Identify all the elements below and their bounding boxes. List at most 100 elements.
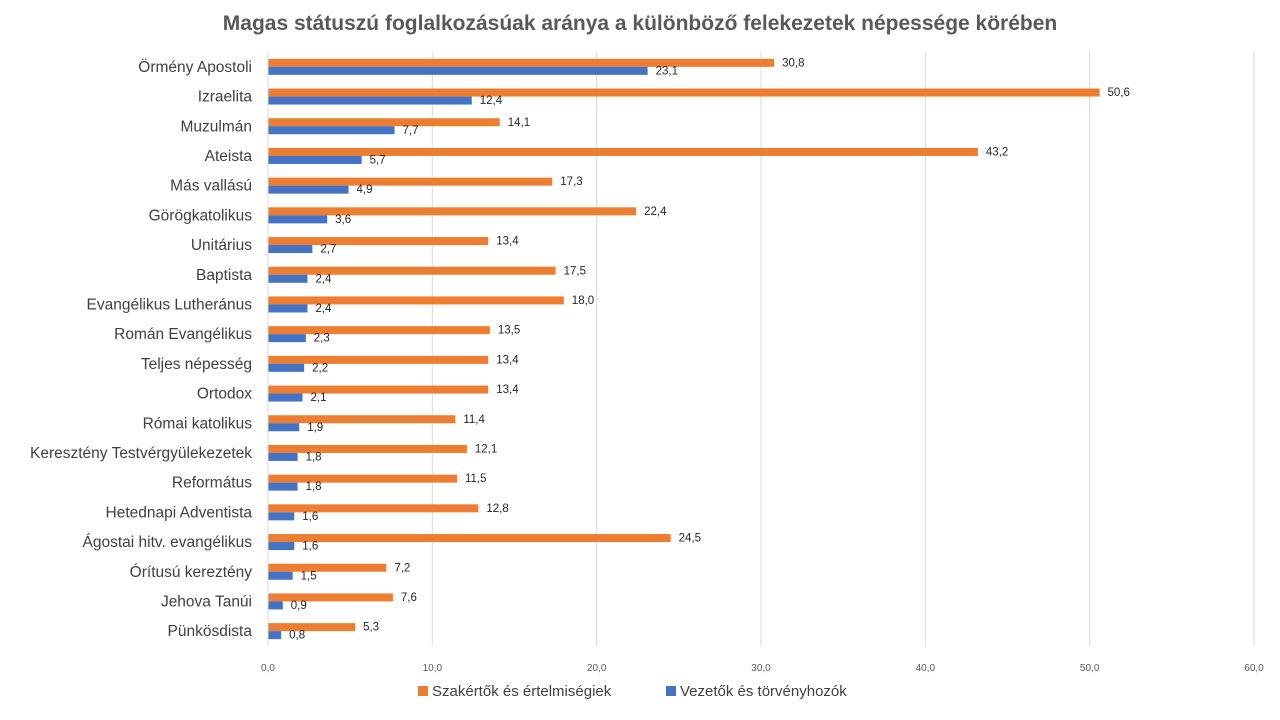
data-label: 1,8 xyxy=(306,451,322,463)
data-label: 1,6 xyxy=(302,511,318,523)
data-label: 13,4 xyxy=(496,384,519,396)
category-label: Teljes népesség xyxy=(141,356,252,373)
bar-vezetok xyxy=(268,334,306,343)
data-label: 17,3 xyxy=(560,176,582,188)
data-label: 22,4 xyxy=(644,206,667,218)
category-label: Keresztény Testvérgyülekezetek xyxy=(30,445,252,462)
category-label: Unitárius xyxy=(191,237,252,254)
category-label: Ortodox xyxy=(197,386,252,403)
bar-szakertok xyxy=(268,207,637,216)
data-label: 5,3 xyxy=(363,622,379,634)
category-label: Izraelita xyxy=(198,89,253,106)
data-label: 12,8 xyxy=(486,503,508,515)
bar-vezetok xyxy=(268,423,300,432)
bar-szakertok xyxy=(268,623,356,632)
data-label: 12,1 xyxy=(475,443,497,455)
bar-vezetok xyxy=(268,66,648,75)
bar-vezetok xyxy=(268,482,298,491)
category-label: Református xyxy=(172,475,252,492)
category-label: Baptista xyxy=(196,267,252,284)
data-label: 18,0 xyxy=(572,295,594,307)
bar-szakertok xyxy=(268,118,500,127)
bar-vezetok xyxy=(268,96,472,105)
data-label: 7,6 xyxy=(401,592,417,604)
data-label: 13,4 xyxy=(496,354,519,366)
bar-szakertok xyxy=(268,415,456,424)
bar-szakertok xyxy=(268,593,393,602)
category-label: Hetednapi Adventista xyxy=(106,504,253,521)
data-label: 5,7 xyxy=(370,154,386,166)
data-label: 24,5 xyxy=(679,533,701,545)
data-label: 2,2 xyxy=(312,362,328,374)
bar-szakertok xyxy=(268,355,489,364)
category-label: Órítusú kereztény xyxy=(130,564,253,581)
data-label: 2,4 xyxy=(315,303,332,315)
data-label: 2,4 xyxy=(315,273,332,285)
legend-swatch xyxy=(666,686,676,696)
bar-szakertok xyxy=(268,177,553,186)
bar-vezetok xyxy=(268,304,308,313)
bar-vezetok xyxy=(268,631,282,640)
category-label: Római katolikus xyxy=(143,415,253,432)
data-label: 2,7 xyxy=(320,244,336,256)
category-label: Görögkatolikus xyxy=(149,207,253,224)
category-label: Örmény Apostoli xyxy=(138,58,252,76)
x-tick-label: 30,0 xyxy=(751,663,771,674)
x-tick-label: 10,0 xyxy=(423,663,443,674)
bar-vezetok xyxy=(268,274,308,283)
bar-vezetok xyxy=(268,245,313,254)
data-label: 7,2 xyxy=(394,562,410,574)
bar-vezetok xyxy=(268,185,349,194)
bar-vezetok xyxy=(268,542,295,551)
data-label: 13,4 xyxy=(496,236,519,248)
bar-szakertok xyxy=(268,563,387,572)
bar-szakertok xyxy=(268,385,489,394)
data-label: 17,5 xyxy=(564,265,586,277)
x-tick-label: 60,0 xyxy=(1244,663,1264,674)
data-label: 13,5 xyxy=(498,325,520,337)
data-label: 1,6 xyxy=(302,541,318,553)
x-tick-label: 0,0 xyxy=(261,663,275,674)
data-label: 50,6 xyxy=(1108,87,1130,99)
data-label: 2,3 xyxy=(314,333,330,345)
x-tick-label: 20,0 xyxy=(587,663,607,674)
data-label: 1,8 xyxy=(306,481,322,493)
bar-szakertok xyxy=(268,444,467,453)
data-label: 11,5 xyxy=(465,473,487,485)
category-label: Ateista xyxy=(205,148,253,165)
data-label: 2,1 xyxy=(311,392,327,404)
bar-vezetok xyxy=(268,155,362,164)
data-label: 43,2 xyxy=(986,146,1008,158)
data-label: 1,5 xyxy=(301,570,317,582)
data-label: 12,4 xyxy=(480,95,503,107)
data-label: 7,7 xyxy=(403,125,419,137)
category-label: Jehova Tanúi xyxy=(161,593,252,610)
data-label: 11,4 xyxy=(463,414,485,426)
legend-label: Szakértők és értelmiségiek xyxy=(432,683,612,700)
bar-szakertok xyxy=(268,237,489,246)
bar-vezetok xyxy=(268,126,395,135)
data-label: 0,9 xyxy=(291,600,307,612)
data-label: 30,8 xyxy=(782,57,804,69)
data-label: 1,9 xyxy=(307,422,323,434)
bar-vezetok xyxy=(268,452,298,461)
legend-label: Vezetők és törvényhozók xyxy=(680,683,847,700)
data-label: 14,1 xyxy=(508,117,530,129)
category-label: Pünkösdista xyxy=(168,623,253,640)
category-label: Román Evangélikus xyxy=(114,326,252,343)
bar-szakertok xyxy=(268,88,1100,97)
category-label: Más vallású xyxy=(170,178,252,195)
bar-szakertok xyxy=(268,266,556,275)
bar-vezetok xyxy=(268,215,328,224)
bar-szakertok xyxy=(268,534,671,543)
data-label: 23,1 xyxy=(656,65,678,77)
bar-vezetok xyxy=(268,393,303,402)
bar-vezetok xyxy=(268,363,305,372)
category-label: Ágostai hitv. evangélikus xyxy=(83,534,253,551)
category-label: Evangélikus Lutheránus xyxy=(87,296,253,313)
x-tick-label: 40,0 xyxy=(916,663,936,674)
bar-vezetok xyxy=(268,571,293,580)
data-label: 0,8 xyxy=(289,630,305,642)
